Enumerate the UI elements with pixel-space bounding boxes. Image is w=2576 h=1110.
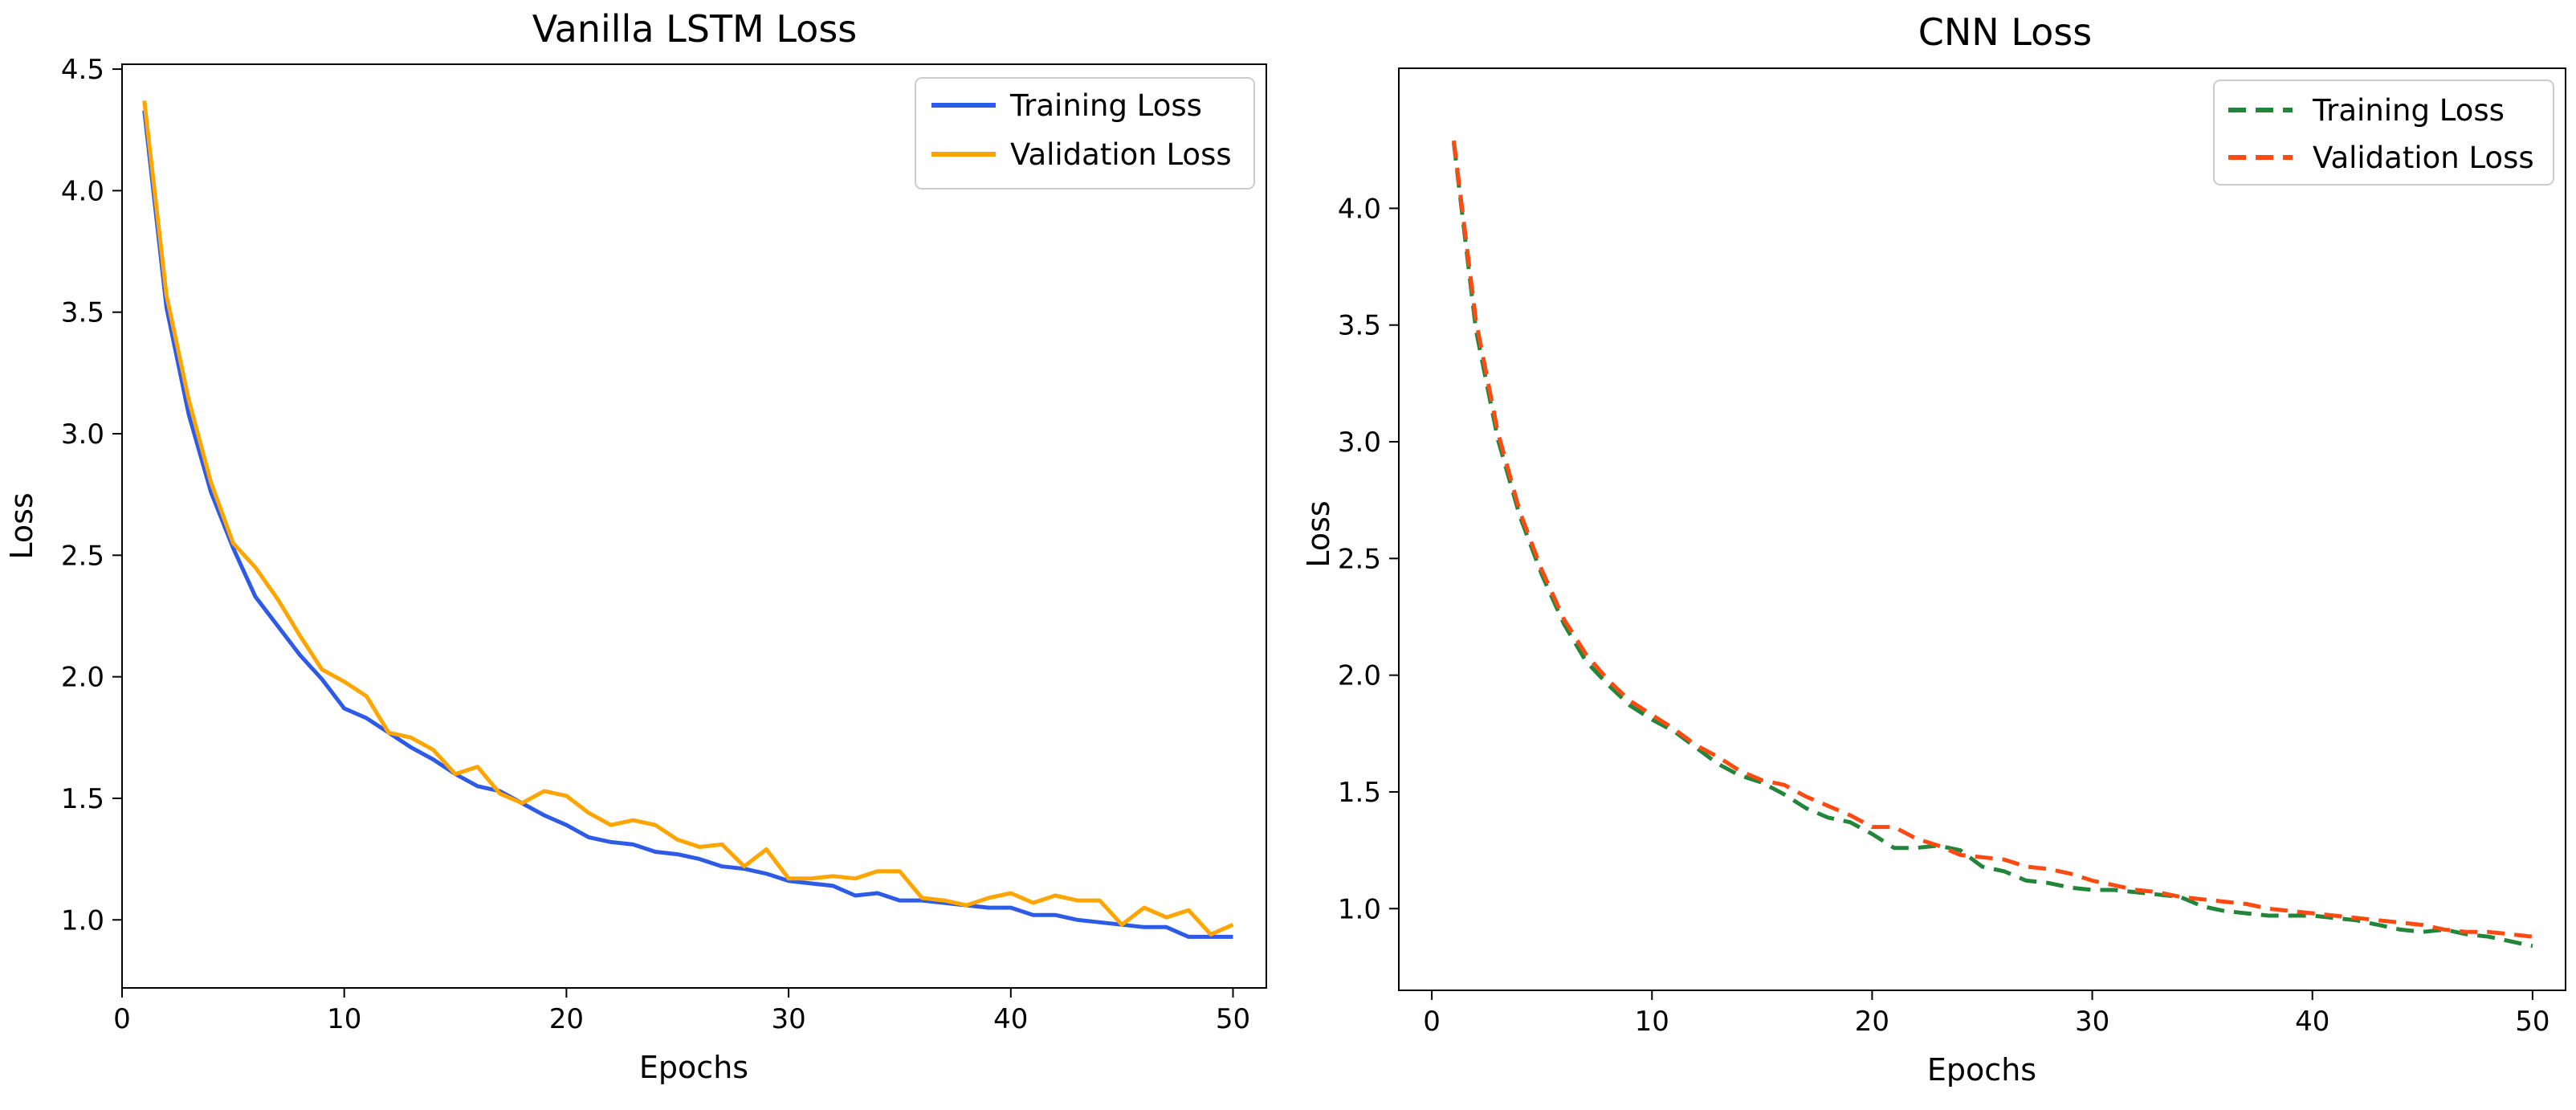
plot-area (142, 100, 1234, 939)
chart-lstm-loss: Vanilla LSTM Loss 0 10 20 30 40 50 1.0 1.5 2.0 2… (4, 7, 1267, 1085)
axes-frame (1398, 67, 2566, 991)
y-tick-label: 2.0 (61, 662, 104, 694)
legend-label-training-loss: Training Loss (1009, 88, 1202, 123)
series-line-training-loss (1452, 142, 2533, 949)
x-axis-ticks: 0 10 20 30 40 50 (1423, 990, 2550, 1038)
x-tick-label: 0 (1423, 1006, 1441, 1038)
x-axis-label: Epochs (1927, 1052, 2036, 1088)
x-tick-label: 40 (993, 1003, 1028, 1035)
y-axis-label: Loss (1301, 500, 1336, 567)
chart-title: CNN Loss (1918, 10, 2092, 54)
y-tick-label: 1.5 (61, 783, 104, 815)
y-tick-label: 2.5 (1338, 543, 1381, 575)
legend: Training Loss Validation Loss (2213, 80, 2554, 186)
chart-title: Vanilla LSTM Loss (532, 7, 858, 51)
y-tick-label: 3.0 (61, 418, 104, 451)
plot-area (1452, 140, 2533, 949)
y-tick-label: 3.5 (61, 297, 104, 329)
y-axis-ticks: 1.0 1.5 2.0 2.5 3.0 3.5 4.0 (1338, 193, 1399, 925)
legend-label-validation-loss: Validation Loss (2313, 141, 2534, 175)
series-line-validation-loss (1452, 140, 2533, 939)
y-tick-label: 4.0 (61, 175, 104, 207)
y-tick-label: 1.0 (1338, 893, 1381, 925)
y-tick-label: 3.0 (1338, 426, 1381, 459)
y-tick-label: 3.5 (1338, 310, 1381, 342)
y-tick-label: 4.5 (61, 54, 104, 86)
y-tick-label: 2.5 (61, 540, 104, 572)
y-tick-label: 4.0 (1338, 193, 1381, 225)
x-tick-label: 20 (549, 1003, 584, 1035)
legend: Training Loss Validation Loss (915, 77, 1255, 190)
x-tick-label: 20 (1855, 1006, 1889, 1038)
x-tick-label: 30 (2075, 1006, 2109, 1038)
y-tick-label: 1.0 (61, 904, 104, 937)
x-tick-label: 0 (113, 1003, 131, 1035)
legend-box (2213, 80, 2554, 186)
x-tick-label: 40 (2295, 1006, 2329, 1038)
y-axis-ticks: 1.0 1.5 2.0 2.5 3.0 3.5 4.0 4.5 (61, 54, 122, 937)
x-axis-label: Epochs (639, 1050, 748, 1085)
legend-box (915, 77, 1255, 190)
x-axis-ticks: 0 10 20 30 40 50 (113, 988, 1250, 1035)
y-axis-label: Loss (4, 492, 39, 559)
series-line-training-loss (142, 110, 1233, 939)
legend-label-training-loss: Training Loss (2312, 93, 2505, 128)
x-tick-label: 50 (2515, 1006, 2550, 1038)
x-tick-label: 30 (771, 1003, 805, 1035)
x-tick-label: 50 (1216, 1003, 1250, 1035)
x-tick-label: 10 (327, 1003, 361, 1035)
legend-label-validation-loss: Validation Loss (1010, 137, 1232, 172)
chart-cnn-loss: CNN Loss 0 10 20 30 40 50 1.0 1.5 2.0 2.5 3.0 3.5 4… (1301, 10, 2566, 1088)
axes-frame (121, 63, 1267, 989)
y-tick-label: 1.5 (1338, 777, 1381, 809)
y-tick-label: 2.0 (1338, 660, 1381, 692)
series-line-validation-loss (142, 100, 1234, 937)
x-tick-label: 10 (1635, 1006, 1669, 1038)
